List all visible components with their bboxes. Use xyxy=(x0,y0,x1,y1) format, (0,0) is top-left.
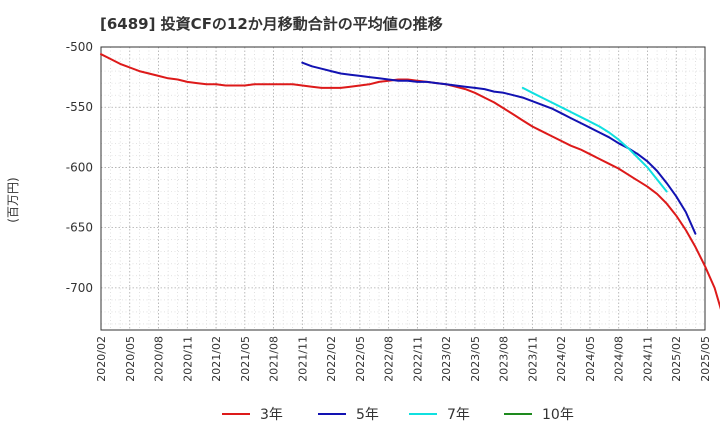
legend: 3年 5年 7年 10年 xyxy=(222,407,574,423)
x-tick-label: 2023/02 xyxy=(440,336,453,382)
y-axis-label: (百万円) xyxy=(6,177,20,222)
x-tick-label: 2023/11 xyxy=(526,336,539,382)
x-tick-label: 2021/11 xyxy=(296,336,309,382)
x-tick-label: 2022/05 xyxy=(354,336,367,382)
y-tick-label: -650 xyxy=(66,221,93,235)
x-tick-label: 2020/02 xyxy=(95,336,108,382)
y-tick-label: -550 xyxy=(66,100,93,114)
x-tick-label: 2024/11 xyxy=(641,336,654,382)
grid xyxy=(100,46,706,330)
chart-title: [6489] 投資CFの12か月移動合計の平均値の推移 xyxy=(100,15,443,33)
x-tick-label: 2020/11 xyxy=(181,336,194,382)
x-tick-label: 2021/08 xyxy=(268,336,281,382)
plot-border xyxy=(100,46,706,331)
y-axis-ticks: -500 -550 -600 -650 -700 xyxy=(66,40,93,295)
plot-frame xyxy=(100,46,706,331)
legend-item: 10年 xyxy=(504,407,574,423)
x-tick-label: 2023/05 xyxy=(469,336,482,382)
x-tick-label: 2022/08 xyxy=(383,336,396,382)
legend-label: 10年 xyxy=(542,407,574,423)
y-tick-label: -700 xyxy=(66,281,93,295)
x-tick-label: 2025/02 xyxy=(670,336,683,382)
x-tick-label: 2021/05 xyxy=(239,336,252,382)
x-tick-label: 2023/08 xyxy=(498,336,511,382)
x-tick-label: 2025/05 xyxy=(699,336,712,382)
x-tick-label: 2020/05 xyxy=(124,336,137,382)
x-tick-label: 2024/08 xyxy=(613,336,626,382)
x-tick-label: 2024/02 xyxy=(555,336,568,382)
y-tick-label: -500 xyxy=(66,40,93,54)
x-tick-label: 2022/11 xyxy=(411,336,424,382)
legend-item: 7年 xyxy=(409,407,470,423)
y-tick-label: -600 xyxy=(66,160,93,174)
legend-label: 5年 xyxy=(356,407,379,423)
x-tick-label: 2024/05 xyxy=(584,336,597,382)
legend-label: 7年 xyxy=(447,407,470,423)
legend-item: 5年 xyxy=(318,407,379,423)
x-axis-ticks: 2020/02 2020/05 2020/08 2020/11 2021/02 2021/… xyxy=(95,336,712,382)
series-lines xyxy=(100,53,720,310)
series-line-3年 xyxy=(100,53,720,310)
series-line-5年 xyxy=(301,61,697,235)
x-tick-label: 2021/02 xyxy=(210,336,223,382)
x-tick-label: 2022/02 xyxy=(325,336,338,382)
legend-label: 3年 xyxy=(260,407,283,423)
series-line-7年 xyxy=(521,86,668,193)
x-tick-label: 2020/08 xyxy=(153,336,166,382)
legend-item: 3年 xyxy=(222,407,283,423)
